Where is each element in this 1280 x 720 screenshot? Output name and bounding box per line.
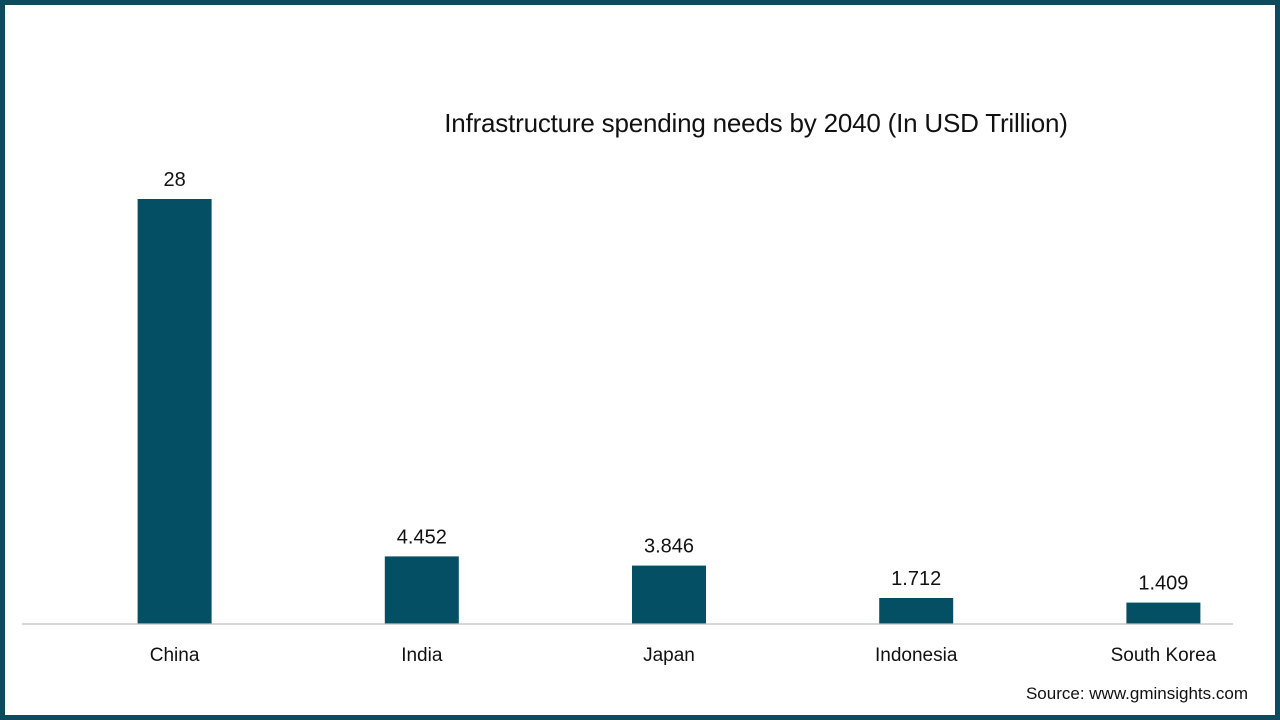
- data-label-south-korea: 1.409: [1138, 573, 1188, 595]
- category-label-china: China: [150, 645, 200, 666]
- bar-south-korea: [1126, 602, 1201, 624]
- data-label-india: 4.452: [397, 526, 447, 548]
- bars-group: [137, 199, 1201, 624]
- category-label-japan: Japan: [643, 645, 695, 666]
- category-label-indonesia: Indonesia: [875, 645, 958, 666]
- bar-india: [384, 556, 459, 624]
- labels-group: 28 China 4.452 India 3.846 Japan 1.712 Indonesi…: [150, 169, 1217, 666]
- bar-japan: [632, 565, 706, 624]
- bar-china: [137, 199, 212, 624]
- data-label-japan: 3.846: [644, 536, 694, 558]
- category-label-south-korea: South Korea: [1111, 645, 1217, 666]
- data-label-indonesia: 1.712: [891, 568, 941, 590]
- data-label-china: 28: [163, 169, 185, 191]
- bar-indonesia: [879, 598, 954, 624]
- category-label-india: India: [401, 645, 443, 666]
- chart-title: Infrastructure spending needs by 2040 (I…: [444, 108, 1068, 138]
- source-note: Source: www.gminsights.com: [1025, 684, 1248, 703]
